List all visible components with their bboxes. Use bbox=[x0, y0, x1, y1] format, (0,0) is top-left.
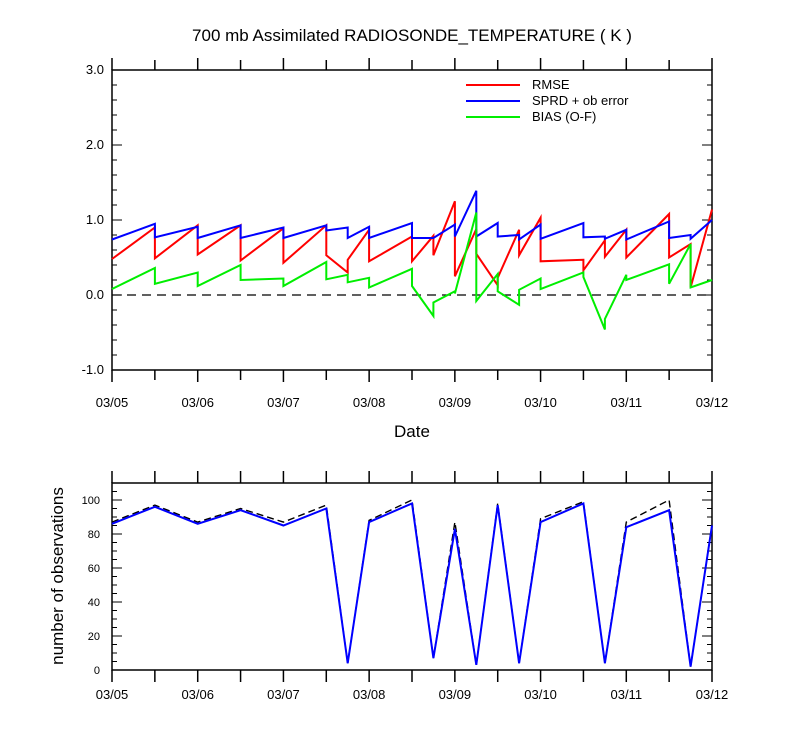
y-tick-label: 1.0 bbox=[86, 212, 104, 227]
bottom-plot-frame bbox=[111, 482, 713, 671]
obs-count-dashed-line bbox=[111, 498, 713, 667]
y-tick-label: 20 bbox=[88, 631, 100, 643]
series-rmse-line bbox=[111, 200, 713, 289]
top-plot: -1.0 0.0 1.0 2.0 3.0 03/05 03/06 03/07 03/08 03/0… bbox=[82, 58, 729, 410]
y-tick-label: 100 bbox=[82, 495, 100, 507]
y-tick-label: 0 bbox=[94, 665, 100, 677]
x-tick-label: 03/05 bbox=[96, 395, 129, 410]
x-tick-label: 03/12 bbox=[696, 687, 729, 702]
x-tick-label: 03/11 bbox=[610, 395, 642, 410]
x-tick-label: 03/08 bbox=[353, 395, 386, 410]
x-tick-label: 03/06 bbox=[181, 395, 214, 410]
y-axis-title: number of observations bbox=[48, 487, 67, 665]
y-tick-label: 2.0 bbox=[86, 137, 104, 152]
y-tick-label: 80 bbox=[88, 529, 100, 541]
y-tick-label: 3.0 bbox=[86, 62, 104, 77]
y-tick-label: 0.0 bbox=[86, 287, 104, 302]
x-tick-label: 03/11 bbox=[610, 687, 642, 702]
y-tick-label: 40 bbox=[88, 597, 100, 609]
x-tick-label: 03/12 bbox=[696, 395, 729, 410]
legend-label: BIAS (O-F) bbox=[532, 109, 596, 124]
series-sprd-ob-error-line bbox=[111, 190, 713, 242]
y-tick-label: 60 bbox=[88, 563, 100, 575]
series-bias-o-f-line bbox=[111, 212, 713, 330]
x-tick-label: 03/08 bbox=[353, 687, 386, 702]
x-tick-label: 03/07 bbox=[267, 395, 300, 410]
obs-count-solid-line bbox=[111, 501, 713, 667]
chart-title: 700 mb Assimilated RADIOSONDE_TEMPERATUR… bbox=[192, 26, 632, 45]
x-tick-label: 03/05 bbox=[96, 687, 129, 702]
x-tick-label: 03/09 bbox=[439, 395, 472, 410]
top-plot-frame bbox=[111, 69, 713, 371]
y-tick-label: -1.0 bbox=[82, 362, 104, 377]
bottom-plot: 0 20 40 60 80 100 03/05 03/06 03/07 03/08 03/09 03/… bbox=[82, 471, 729, 702]
x-tick-label: 03/06 bbox=[181, 687, 214, 702]
x-tick-label: 03/07 bbox=[267, 687, 300, 702]
x-tick-label: 03/09 bbox=[439, 687, 472, 702]
x-tick-label: 03/10 bbox=[524, 395, 557, 410]
legend-label: SPRD + ob error bbox=[532, 93, 629, 108]
legend-label: RMSE bbox=[532, 77, 570, 92]
x-axis-title: Date bbox=[394, 422, 430, 441]
x-tick-label: 03/10 bbox=[524, 687, 557, 702]
